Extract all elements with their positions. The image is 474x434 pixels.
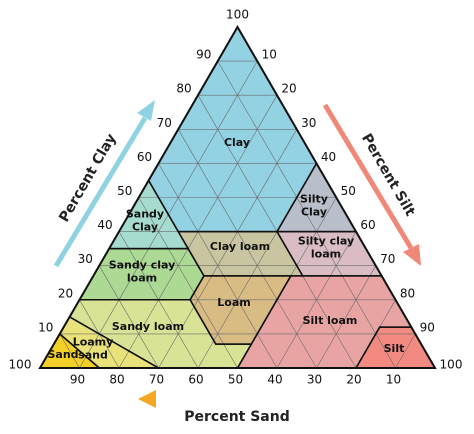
silt-tick-label: 30 — [301, 116, 316, 130]
grid-line — [59, 333, 80, 369]
sand-title: Percent Sand — [184, 409, 290, 425]
region-label: Sand — [47, 348, 78, 361]
region-fill — [237, 275, 412, 368]
clay-tick-label: 90 — [196, 48, 211, 62]
silt-tick-label: 70 — [380, 252, 395, 266]
region-fill — [356, 327, 435, 368]
clay-tick-label: 80 — [176, 82, 191, 96]
clay-tick-label: 10 — [38, 320, 53, 334]
silt-tick-label: 20 — [281, 82, 296, 96]
region-label: Loam — [217, 296, 250, 309]
clay-tick-label: 20 — [58, 286, 73, 300]
clay-tick-label: 40 — [97, 218, 112, 232]
silt-tick-label: 100 — [440, 358, 463, 372]
sand-tick-label: 90 — [70, 373, 85, 387]
clay-tick-label: 60 — [137, 150, 152, 164]
silt-tick-label: 10 — [262, 48, 277, 62]
region-label: Clay loam — [210, 240, 270, 253]
sand-tick-label: 40 — [267, 373, 282, 387]
silt-tick-label: 60 — [360, 218, 375, 232]
silt-tick-label: 90 — [420, 320, 435, 334]
grid-line — [276, 231, 357, 369]
silt-tick-label: 50 — [341, 184, 356, 198]
sand-tick-label: 60 — [188, 373, 203, 387]
clay-tick-label: 100 — [226, 8, 249, 22]
sand-tick-label: 100 — [9, 358, 32, 372]
grid-line — [98, 265, 159, 369]
sand-tick-label: 70 — [149, 373, 164, 387]
region-label: Silt loam — [303, 314, 358, 327]
region-label: Silty Clay — [300, 193, 328, 219]
grid-line — [217, 60, 396, 369]
grid-line — [158, 129, 298, 369]
region-label: Silty clay loam — [298, 235, 354, 261]
region-fill — [178, 231, 303, 276]
sand-tick-label: 50 — [228, 373, 243, 387]
clay-arrow-head — [137, 100, 155, 121]
region-label: Sandy clay loam — [109, 259, 176, 285]
clay-tick-label: 50 — [117, 184, 132, 198]
clay-tick-label: 30 — [78, 252, 93, 266]
region-label: Clay — [224, 136, 250, 149]
clay-arrow — [53, 116, 148, 268]
region-label: Silt — [384, 342, 405, 355]
region-label: Sandy loam — [112, 320, 184, 333]
grid-line — [138, 197, 238, 369]
clay-tick-label: 70 — [157, 116, 172, 130]
region-label: Loamy sand — [73, 336, 114, 362]
silt-arrow-head — [403, 244, 421, 266]
borders — [38, 25, 437, 369]
region-fill — [79, 248, 204, 300]
labels: Clay Silty Clay Sandy Clay Clay loam Silty cla… — [9, 8, 463, 387]
silt-arrow — [322, 103, 414, 250]
sand-tick-label: 30 — [307, 373, 322, 387]
silt-tick-label: 40 — [321, 150, 336, 164]
grid-line — [316, 265, 377, 369]
sand-arrow-head — [138, 390, 156, 408]
region-fill — [190, 275, 291, 345]
sand-tick-label: 10 — [386, 373, 401, 387]
grid-line — [395, 333, 416, 369]
sand-tick-label: 20 — [346, 373, 361, 387]
triangle-outline — [38, 25, 437, 369]
silt-tick-label: 80 — [400, 286, 415, 300]
region-label: Sandy Clay — [126, 208, 164, 234]
sand-tick-label: 80 — [109, 373, 124, 387]
grid-line — [177, 129, 317, 369]
